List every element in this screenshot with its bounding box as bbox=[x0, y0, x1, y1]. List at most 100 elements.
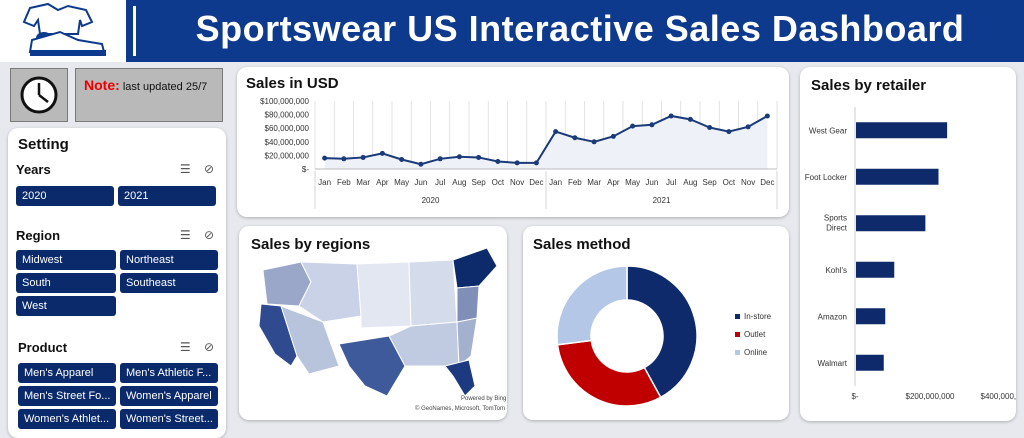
y-tick-label: $- bbox=[302, 165, 309, 174]
month-label: Oct bbox=[492, 178, 505, 187]
month-label: Jan bbox=[318, 178, 331, 187]
sales-data-point[interactable] bbox=[476, 154, 482, 160]
y-tick-label: $60,000,000 bbox=[265, 124, 310, 133]
retailer-bar[interactable] bbox=[856, 261, 895, 278]
sales-data-point[interactable] bbox=[495, 159, 501, 165]
retailer-chart-card[interactable]: Sales by retailer West Gear Foot Locker Sp… bbox=[800, 67, 1016, 421]
slicer-item-womens-athletic[interactable]: Women's Athlet... bbox=[18, 409, 116, 429]
multi-select-icon[interactable]: ☰ bbox=[179, 228, 191, 242]
sales-data-point[interactable] bbox=[399, 156, 405, 162]
slicer-item-southeast[interactable]: Southeast bbox=[120, 273, 218, 293]
slicer-item-mens-athletic[interactable]: Men's Athletic F... bbox=[120, 363, 218, 383]
sales-data-point[interactable] bbox=[456, 154, 462, 160]
retailer-bar[interactable] bbox=[856, 122, 948, 139]
slicer-item-mens-apparel[interactable]: Men's Apparel bbox=[18, 363, 116, 383]
retailer-title: Sales by retailer bbox=[811, 77, 927, 94]
sales-data-point[interactable] bbox=[687, 116, 693, 122]
sales-data-point[interactable] bbox=[649, 122, 655, 128]
month-label: Jun bbox=[414, 178, 427, 187]
month-label: May bbox=[625, 178, 640, 187]
sales-data-point[interactable] bbox=[360, 154, 366, 160]
year-label: 2020 bbox=[422, 196, 440, 205]
month-label: Nov bbox=[510, 178, 524, 187]
slicer-item-west[interactable]: West bbox=[16, 296, 116, 316]
note-box: Note: last updated 25/7 bbox=[75, 68, 223, 122]
sales-data-point[interactable] bbox=[322, 155, 328, 161]
clock-button[interactable] bbox=[10, 68, 68, 122]
slicer-item-2020[interactable]: 2020 bbox=[16, 186, 114, 206]
slicer-item-mens-street[interactable]: Men's Street Fo... bbox=[18, 386, 116, 406]
product-title: Product bbox=[18, 340, 68, 355]
region-mid-atlantic bbox=[456, 285, 480, 323]
note-text: last updated 25/7 bbox=[122, 81, 208, 93]
month-label: Apr bbox=[607, 178, 620, 187]
x-tick-label: $400,000,000 bbox=[981, 392, 1016, 401]
month-label: Jul bbox=[666, 178, 676, 187]
legend-label: In-store bbox=[744, 312, 772, 321]
month-label: Feb bbox=[568, 178, 582, 187]
sales-usd-chart-card[interactable]: Sales in USD $100,000,000 $80,000,000 $60,… bbox=[237, 67, 789, 217]
region-mountain-west bbox=[298, 261, 362, 323]
slicer-item-south[interactable]: South bbox=[16, 273, 116, 293]
month-label: Jan bbox=[549, 178, 562, 187]
clear-filter-icon[interactable]: ⊘ bbox=[203, 228, 214, 242]
sales-data-point[interactable] bbox=[764, 113, 770, 119]
slicer-item-womens-street[interactable]: Women's Street... bbox=[120, 409, 218, 429]
header-bar: Sportswear US Interactive Sales Dashboar… bbox=[0, 0, 1024, 62]
regions-map-card[interactable]: Sales by regions Powered by Bing © GeoNa… bbox=[239, 226, 507, 420]
sales-data-point[interactable] bbox=[437, 156, 443, 162]
month-label: Mar bbox=[587, 178, 601, 187]
regions-title: Sales by regions bbox=[251, 236, 371, 253]
sales-data-point[interactable] bbox=[726, 129, 732, 135]
region-plains bbox=[356, 261, 412, 329]
region-slicer-controls: ☰ ⊘ bbox=[180, 228, 214, 242]
legend-swatch bbox=[735, 350, 740, 356]
multi-select-icon[interactable]: ☰ bbox=[179, 162, 191, 176]
multi-select-icon[interactable]: ☰ bbox=[179, 340, 191, 354]
slicer-item-2021[interactable]: 2021 bbox=[118, 186, 216, 206]
retailer-bar[interactable] bbox=[856, 308, 886, 325]
sales-data-point[interactable] bbox=[572, 135, 578, 141]
clear-filter-icon[interactable]: ⊘ bbox=[203, 162, 214, 176]
sales-data-point[interactable] bbox=[610, 133, 616, 139]
sales-data-point[interactable] bbox=[707, 125, 713, 131]
logo bbox=[0, 0, 130, 62]
clear-filter-icon[interactable]: ⊘ bbox=[203, 340, 214, 354]
month-label: Aug bbox=[683, 178, 697, 187]
sales-data-point[interactable] bbox=[341, 156, 347, 162]
month-label: Feb bbox=[337, 178, 351, 187]
sales-data-point[interactable] bbox=[533, 160, 539, 166]
slicer-item-northeast[interactable]: Northeast bbox=[120, 250, 218, 270]
sales-data-point[interactable] bbox=[630, 123, 636, 129]
legend-item-online: Online bbox=[735, 348, 767, 357]
sportswear-logo-icon bbox=[22, 2, 106, 56]
month-label: Dec bbox=[529, 178, 543, 187]
legend-swatch bbox=[735, 314, 740, 320]
donut-slice-outlet[interactable] bbox=[556, 339, 662, 407]
sales-data-point[interactable] bbox=[418, 161, 424, 167]
sales-data-point[interactable] bbox=[553, 129, 559, 135]
sales-usd-title: Sales in USD bbox=[246, 75, 339, 92]
retailer-bar[interactable] bbox=[856, 354, 884, 371]
slicer-item-midwest[interactable]: Midwest bbox=[16, 250, 116, 270]
donut-slice-online[interactable] bbox=[556, 265, 628, 346]
month-label: Jun bbox=[645, 178, 658, 187]
sales-method-card[interactable]: Sales method In-store Outlet Online bbox=[523, 226, 789, 420]
retailer-bar[interactable] bbox=[856, 215, 926, 232]
retailer-label: Foot Locker bbox=[805, 173, 848, 182]
month-label: Jul bbox=[435, 178, 445, 187]
note-label: Note: bbox=[84, 77, 120, 93]
sales-data-point[interactable] bbox=[745, 124, 751, 130]
month-label: Mar bbox=[356, 178, 370, 187]
sales-data-point[interactable] bbox=[668, 113, 674, 119]
sales-data-point[interactable] bbox=[379, 150, 385, 156]
month-label: Nov bbox=[741, 178, 755, 187]
sales-data-point[interactable] bbox=[514, 160, 520, 166]
legend-swatch bbox=[735, 332, 740, 338]
slicer-item-womens-apparel[interactable]: Women's Apparel bbox=[120, 386, 218, 406]
sales-data-point[interactable] bbox=[591, 139, 597, 145]
retailer-bar[interactable] bbox=[856, 168, 939, 185]
donut-slice-in-store[interactable] bbox=[626, 265, 698, 399]
map-copyright: © GeoNames, Microsoft, TomTom bbox=[415, 406, 505, 412]
years-slicer-controls: ☰ ⊘ bbox=[180, 162, 214, 176]
